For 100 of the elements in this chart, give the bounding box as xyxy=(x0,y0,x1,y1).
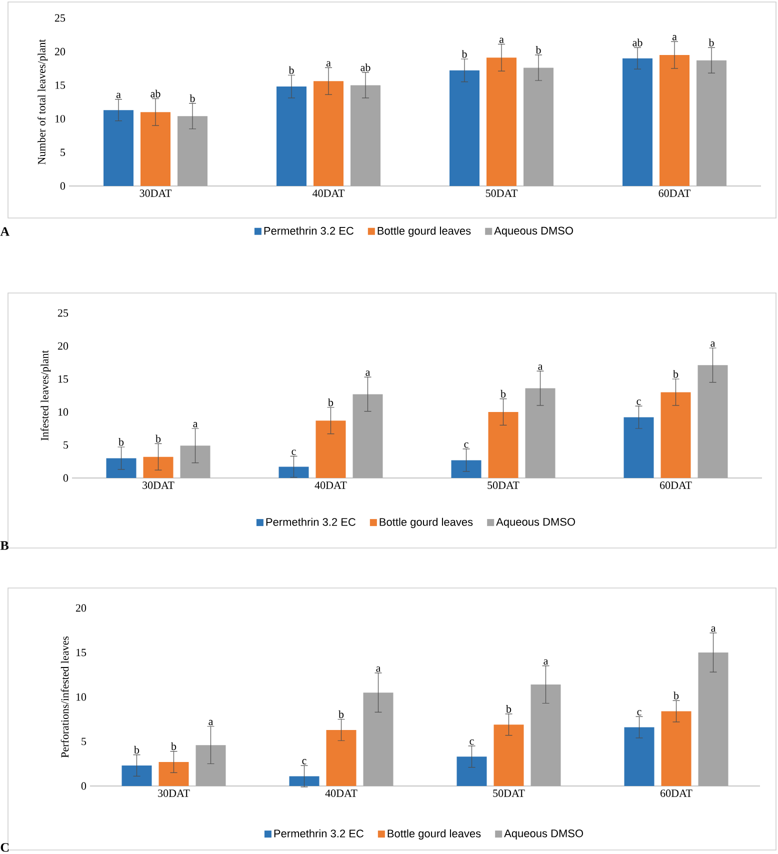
x-tick-label: 40DAT xyxy=(314,482,347,489)
text: C xyxy=(0,843,9,852)
y-tick-label: 15 xyxy=(76,648,86,656)
legend-label: Bottle gourd leaves xyxy=(380,518,473,528)
data-label: b xyxy=(156,434,161,442)
data-label: c xyxy=(470,739,474,745)
legend-label: Permethrin 3.2 EC xyxy=(266,518,356,526)
bar xyxy=(180,446,210,478)
y-axis-title: Infested leaves/plant xyxy=(40,350,51,440)
bar xyxy=(104,110,134,186)
data-label: c xyxy=(636,400,641,405)
bar xyxy=(178,116,208,186)
data-label: a xyxy=(376,666,381,672)
bar xyxy=(276,86,307,186)
y-tick-label: 20 xyxy=(58,342,68,350)
bar xyxy=(278,466,309,478)
data-label: b xyxy=(118,438,124,446)
bar xyxy=(143,456,174,478)
data-label: a xyxy=(538,364,543,370)
bar xyxy=(451,460,482,478)
bar xyxy=(698,365,728,478)
x-tick-label: 40DAT xyxy=(325,790,358,797)
data-label: b xyxy=(674,692,679,700)
legend-label: Bottle gourd leaves xyxy=(388,829,481,840)
data-label: a xyxy=(711,626,716,632)
x-tick-label: 30DAT xyxy=(140,190,172,197)
bar xyxy=(494,724,524,786)
data-label: b xyxy=(288,66,294,74)
data-label: a xyxy=(366,370,370,376)
data-label: a xyxy=(710,342,716,347)
bar xyxy=(624,727,654,786)
bar xyxy=(698,652,728,786)
bar xyxy=(456,756,487,786)
data-label: a xyxy=(544,659,548,665)
data-label: c xyxy=(464,442,468,448)
bar xyxy=(488,412,518,478)
data-label: b xyxy=(190,94,195,102)
legend-label: Bottle gourd leaves xyxy=(378,226,471,237)
y-tick-label: 10 xyxy=(76,693,86,701)
data-label: b xyxy=(500,390,506,398)
legend-label: Aqueous DMSO xyxy=(494,226,574,237)
y-tick-label: 5 xyxy=(60,148,66,156)
bar xyxy=(140,112,170,186)
x-tick-label: 30DAT xyxy=(142,482,174,489)
bar xyxy=(696,60,727,186)
bar xyxy=(350,85,381,186)
text: A xyxy=(0,227,10,236)
y-axis-title: Number of total leaves/plant xyxy=(38,39,48,164)
data-label: b xyxy=(171,742,176,750)
bar xyxy=(624,417,654,478)
x-tick-label: 60DAT xyxy=(658,190,691,197)
y-tick-label: 0 xyxy=(60,182,66,190)
bar xyxy=(196,745,226,786)
bar xyxy=(326,730,356,786)
bar xyxy=(530,684,561,786)
bar xyxy=(289,776,320,786)
bar xyxy=(660,392,691,478)
text: B xyxy=(0,541,9,550)
data-label: b xyxy=(673,370,678,378)
x-tick-label: 50DAT xyxy=(486,190,518,197)
x-tick-label: 40DAT xyxy=(312,190,345,197)
data-label: b xyxy=(506,704,512,713)
x-tick-label: 60DAT xyxy=(660,482,692,489)
legend-label: Aqueous DMSO xyxy=(504,829,584,840)
data-label: c xyxy=(292,450,296,456)
data-label: a xyxy=(116,92,121,98)
data-label: b xyxy=(462,50,467,58)
legend-label: Permethrin 3.2 EC xyxy=(264,226,354,235)
bar xyxy=(622,58,653,186)
data-label: a xyxy=(499,38,504,44)
bar xyxy=(314,81,344,186)
bar xyxy=(122,766,152,786)
data-label: c xyxy=(637,710,642,716)
data-label: b xyxy=(134,746,140,754)
data-label: b xyxy=(328,398,334,406)
data-label: a xyxy=(672,35,677,40)
x-tick-label: 30DAT xyxy=(158,790,190,797)
legend-label: Permethrin 3.2 EC xyxy=(274,829,364,838)
bar xyxy=(524,68,554,186)
y-tick-label: 5 xyxy=(64,441,68,449)
legend-label: Aqueous DMSO xyxy=(496,518,576,528)
y-tick-label: 25 xyxy=(54,14,66,22)
y-tick-label: 0 xyxy=(81,782,86,790)
data-label: b xyxy=(708,38,714,46)
data-label: a xyxy=(208,720,214,726)
bar xyxy=(660,54,690,186)
bar xyxy=(525,388,556,478)
y-tick-label: 20 xyxy=(76,604,86,612)
bar xyxy=(450,70,480,186)
bar xyxy=(363,692,394,786)
y-axis-title: Perforations/infested leaves xyxy=(60,636,69,758)
bar xyxy=(106,458,136,478)
data-label: ab xyxy=(150,90,160,98)
y-tick-label: 10 xyxy=(58,408,68,416)
data-label: a xyxy=(193,422,198,428)
data-label: ab xyxy=(360,64,370,72)
data-label: c xyxy=(302,759,306,764)
y-tick-label: 20 xyxy=(54,48,66,56)
x-tick-label: 50DAT xyxy=(493,790,525,797)
bar xyxy=(352,394,383,478)
